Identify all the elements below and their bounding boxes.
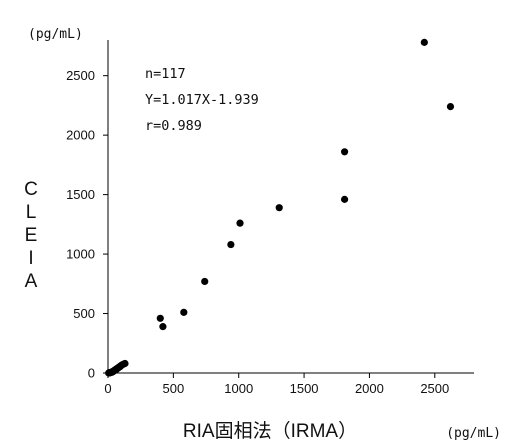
annotation-r: r=0.989: [145, 118, 202, 134]
x-axis-label: RIA固相法（IRMA）: [183, 420, 357, 441]
data-point: [105, 369, 113, 377]
x-tick-label: 500: [163, 381, 185, 396]
x-axis-unit: (pg/mL): [446, 426, 501, 441]
x-tick-label: 0: [104, 381, 111, 396]
data-point: [236, 219, 244, 227]
y-tick-label: 0: [88, 366, 95, 381]
data-point: [156, 314, 164, 322]
x-tick-label: 2500: [420, 381, 449, 396]
data-point: [201, 277, 209, 286]
x-tick-label: 1000: [224, 381, 253, 396]
y-axis-label-char: A: [25, 271, 38, 292]
y-axis-label-char: L: [26, 202, 37, 223]
y-axis-unit: (pg/mL): [28, 27, 83, 42]
data-point: [227, 240, 235, 249]
data-points: [105, 38, 455, 377]
data-point: [340, 148, 349, 156]
y-tick-label: 2500: [66, 68, 95, 83]
data-point: [340, 195, 349, 203]
y-tick-label: 2000: [66, 128, 95, 143]
y-tick-label: 1500: [66, 187, 95, 202]
data-point: [159, 323, 167, 331]
annotation-n: n=117: [145, 66, 186, 82]
x-tick-label: 2000: [355, 381, 384, 396]
data-point: [180, 308, 188, 316]
ticks: 0 500 1000 1500 2000 2500 0 500 1000 1500 2000 2500: [66, 68, 449, 396]
y-axis-label-char: I: [28, 248, 33, 269]
data-point: [446, 103, 455, 111]
y-axis-label-char: C: [24, 179, 38, 200]
annotation-equation: Y=1.017X-1.939: [145, 92, 259, 108]
y-axis-label-char: E: [25, 225, 38, 246]
y-tick-label: 1000: [66, 247, 95, 262]
data-point: [275, 204, 283, 212]
y-tick-label: 500: [73, 306, 95, 321]
axes: [107, 40, 474, 374]
annotation-block: n=117 Y=1.017X-1.939 r=0.989: [145, 66, 259, 134]
x-tick-label: 1500: [290, 381, 319, 396]
data-point: [420, 38, 428, 46]
